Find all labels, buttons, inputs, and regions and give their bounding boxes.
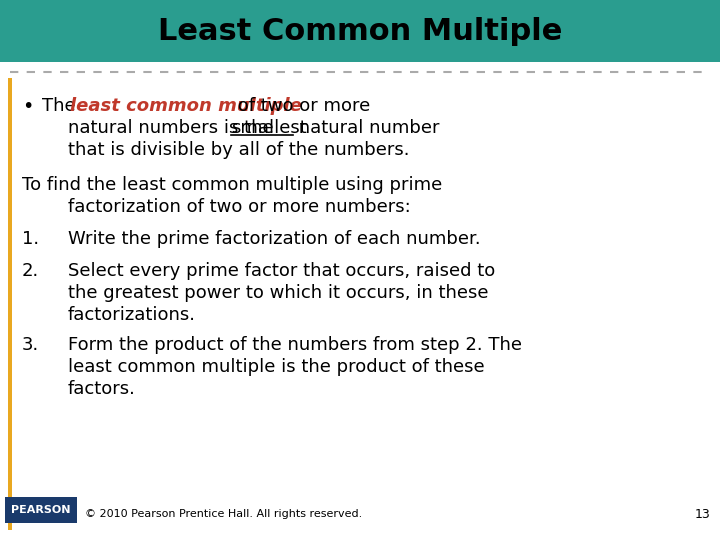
Text: 3.: 3.	[22, 336, 40, 354]
Text: of two or more: of two or more	[232, 97, 370, 115]
Text: natural numbers is the: natural numbers is the	[68, 119, 279, 137]
Text: least common multiple is the product of these: least common multiple is the product of …	[68, 358, 485, 376]
Text: that is divisible by all of the numbers.: that is divisible by all of the numbers.	[68, 141, 410, 159]
Text: smallest: smallest	[231, 119, 307, 137]
Text: Write the prime factorization of each number.: Write the prime factorization of each nu…	[68, 230, 481, 248]
Text: factorization of two or more numbers:: factorization of two or more numbers:	[68, 198, 410, 216]
Text: natural number: natural number	[293, 119, 439, 137]
Text: The: The	[42, 97, 81, 115]
Text: 13: 13	[694, 508, 710, 521]
Text: the greatest power to which it occurs, in these: the greatest power to which it occurs, i…	[68, 284, 488, 302]
Text: factors.: factors.	[68, 380, 136, 398]
Text: •: •	[22, 97, 33, 116]
Text: © 2010 Pearson Prentice Hall. All rights reserved.: © 2010 Pearson Prentice Hall. All rights…	[85, 509, 362, 519]
Text: PEARSON: PEARSON	[12, 505, 71, 515]
Text: 1.: 1.	[22, 230, 39, 248]
FancyBboxPatch shape	[5, 497, 77, 523]
Text: Least Common Multiple: Least Common Multiple	[158, 17, 562, 45]
Text: Form the product of the numbers from step 2. The: Form the product of the numbers from ste…	[68, 336, 522, 354]
Text: 2.: 2.	[22, 262, 40, 280]
FancyBboxPatch shape	[8, 78, 12, 530]
Text: factorizations.: factorizations.	[68, 306, 196, 324]
FancyBboxPatch shape	[0, 0, 720, 62]
Text: To find the least common multiple using prime: To find the least common multiple using …	[22, 176, 442, 194]
Text: Select every prime factor that occurs, raised to: Select every prime factor that occurs, r…	[68, 262, 495, 280]
Text: least common multiple: least common multiple	[70, 97, 302, 115]
